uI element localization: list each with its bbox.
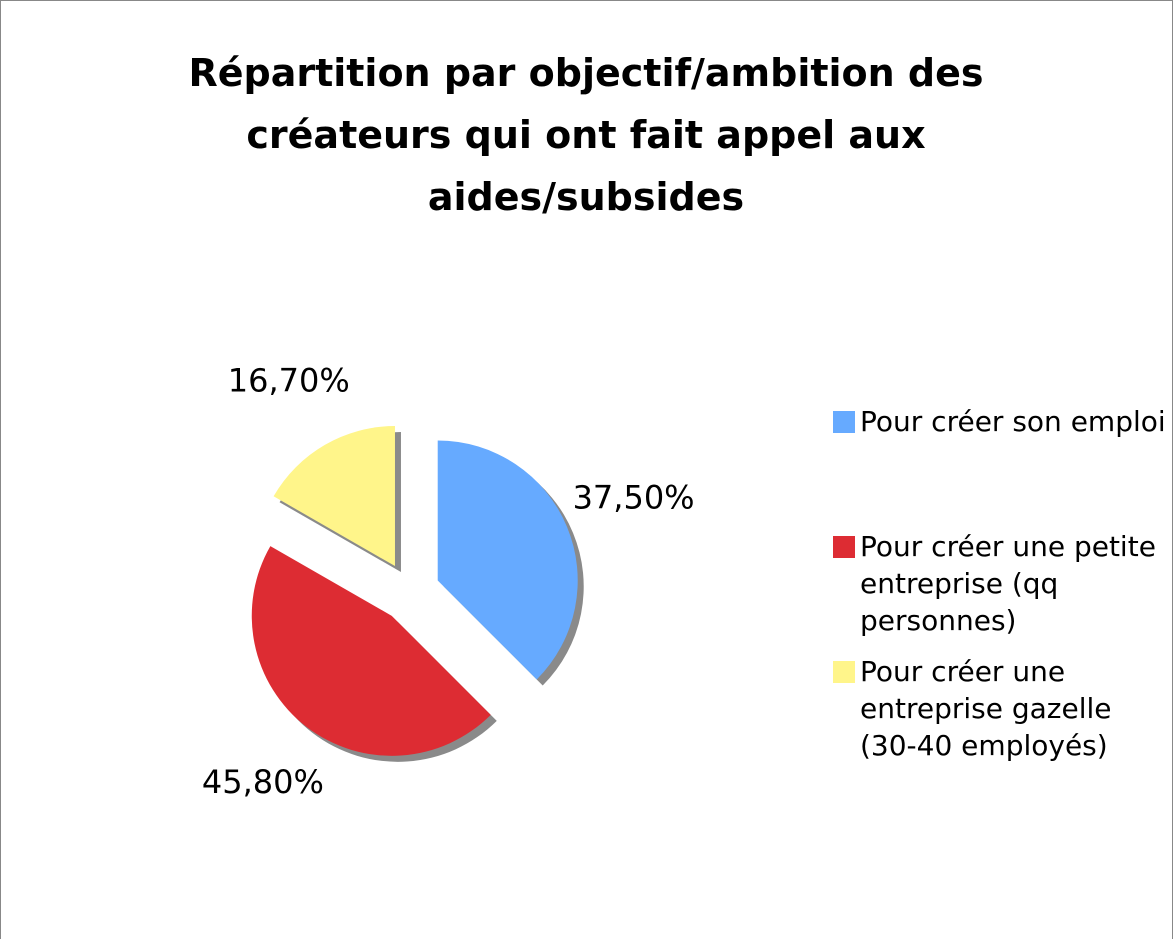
legend-label: Pour créer son emploi bbox=[860, 405, 1166, 438]
legend-label: Pour créer une entreprise gazelle (30-40… bbox=[860, 655, 1112, 762]
legend-swatch bbox=[833, 661, 855, 683]
legend-swatch bbox=[833, 411, 855, 433]
pie-slice bbox=[437, 440, 578, 680]
data-label: 45,80% bbox=[202, 763, 324, 801]
legend-label: Pour créer une petite entreprise (qq per… bbox=[860, 530, 1156, 637]
pie-slice bbox=[273, 426, 395, 567]
legend-swatch bbox=[833, 536, 855, 558]
chart-title: Répartition par objectif/ambition des cr… bbox=[188, 51, 984, 219]
data-label: 16,70% bbox=[228, 362, 350, 400]
pie-slice bbox=[251, 546, 491, 756]
data-label: 37,50% bbox=[573, 478, 695, 516]
